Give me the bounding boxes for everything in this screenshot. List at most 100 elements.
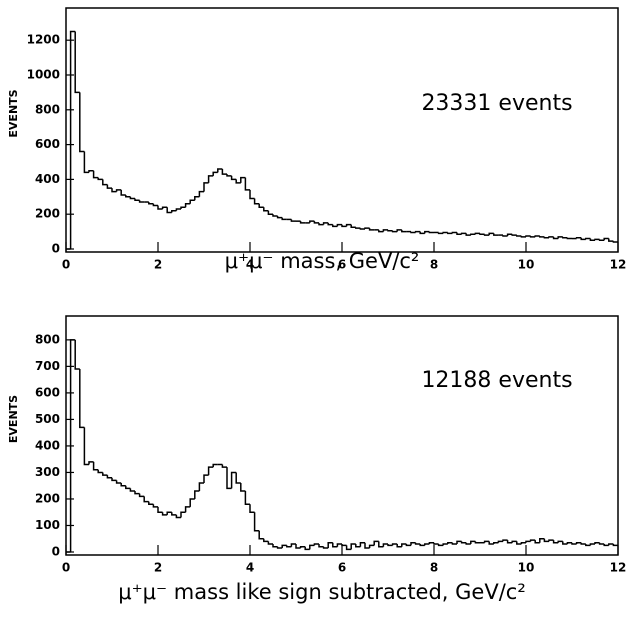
histogram-bin xyxy=(313,221,319,224)
histogram-bin xyxy=(474,232,480,235)
histogram-bin xyxy=(387,544,393,547)
histogram-bin xyxy=(226,467,232,490)
histogram-bin xyxy=(506,233,513,236)
x-tick-label: 2 xyxy=(154,258,162,272)
histogram-bin xyxy=(543,236,549,239)
histogram-bin xyxy=(299,221,306,224)
histogram-bin xyxy=(244,177,250,191)
histogram-bin xyxy=(290,219,296,222)
histogram-bin xyxy=(74,31,80,94)
x-tick-label: 8 xyxy=(430,258,438,272)
y-tick-label: 0 xyxy=(52,242,60,256)
y-tick-label: 100 xyxy=(35,518,60,532)
histogram-bin xyxy=(171,209,177,213)
histogram-bin xyxy=(267,210,273,215)
histogram-bin xyxy=(424,543,430,546)
histogram-bin xyxy=(603,237,609,241)
histogram-bin xyxy=(79,369,85,429)
histogram-bin xyxy=(594,541,600,545)
histogram-bin xyxy=(350,543,356,550)
histogram-bin xyxy=(102,179,108,186)
histogram-bin xyxy=(276,215,283,219)
histogram-bin xyxy=(180,206,186,209)
histogram-bin xyxy=(88,169,94,173)
histogram-bin xyxy=(226,174,232,177)
histogram-bin xyxy=(345,545,352,551)
histogram-bin xyxy=(396,229,402,232)
histogram-bin xyxy=(428,541,434,545)
histogram-bin xyxy=(562,236,568,239)
histogram-bin xyxy=(419,231,425,235)
histogram-bin xyxy=(148,501,154,506)
histogram-bin xyxy=(111,188,117,193)
histogram-bin xyxy=(575,236,582,239)
x-tick-label: 0 xyxy=(62,561,70,575)
histogram-bin xyxy=(318,222,324,226)
histogram-bin xyxy=(552,540,559,544)
histogram-bin xyxy=(566,541,572,545)
histogram-bin xyxy=(189,498,195,507)
histogram-bin xyxy=(396,544,402,548)
histogram-bin xyxy=(332,224,338,228)
histogram-bin xyxy=(166,207,172,214)
histogram-bin xyxy=(428,231,434,234)
histogram-bin xyxy=(456,232,462,235)
histogram-bin xyxy=(161,512,168,516)
annotation: 23331 events xyxy=(421,91,572,116)
histogram-bin xyxy=(253,198,260,205)
histogram-bin xyxy=(488,232,494,236)
histogram-bin xyxy=(502,235,508,237)
histogram-bin xyxy=(594,238,600,241)
histogram-bin xyxy=(318,544,324,548)
histogram-bin xyxy=(465,233,471,236)
histogram-bin xyxy=(263,207,269,212)
histogram-bin xyxy=(180,511,186,518)
histogram-bin xyxy=(447,232,453,235)
histogram-bin xyxy=(585,544,591,547)
histogram-bin xyxy=(281,544,287,549)
histogram-bin xyxy=(350,224,356,228)
histogram-bin xyxy=(120,189,126,196)
histogram-bin xyxy=(405,544,411,547)
histogram-bin xyxy=(290,543,296,547)
histogram-bin xyxy=(184,506,191,513)
histogram-bin xyxy=(253,512,260,532)
histogram-bin xyxy=(488,541,494,545)
histogram-bin xyxy=(272,214,278,217)
histogram-bin xyxy=(355,544,361,548)
histogram-bin xyxy=(286,545,292,548)
y-tick-label: 200 xyxy=(35,491,60,505)
histogram-bin xyxy=(175,208,181,211)
histogram-bin xyxy=(391,230,398,233)
histogram-bin xyxy=(258,203,264,208)
histogram-bin xyxy=(364,227,370,229)
histogram-bin xyxy=(83,151,89,174)
y-tick-label: 0 xyxy=(52,545,60,559)
histogram-bin xyxy=(92,170,99,179)
histogram-bin xyxy=(359,541,365,547)
histogram-bin xyxy=(184,203,191,208)
histogram-bin xyxy=(74,339,80,370)
x-tick-label: 8 xyxy=(430,561,438,575)
histogram-bin xyxy=(152,504,158,508)
histogram-bin xyxy=(230,175,237,181)
histogram-bin xyxy=(106,184,112,189)
histogram-bin xyxy=(322,222,329,225)
histogram-bin xyxy=(414,230,421,233)
histogram-bin xyxy=(534,235,540,237)
histogram-bin xyxy=(511,234,517,236)
y-tick-label: 400 xyxy=(35,172,60,186)
histogram-bin xyxy=(207,175,214,183)
histogram-bin xyxy=(368,228,375,231)
x-tick-label: 0 xyxy=(62,258,70,272)
y-tick-label: 800 xyxy=(35,102,60,116)
y-tick-label: 500 xyxy=(35,412,60,426)
histogram-bin xyxy=(115,480,122,484)
histogram-bin xyxy=(115,189,122,192)
histogram-bin xyxy=(571,542,577,545)
histogram-bin xyxy=(562,541,568,545)
histogram-bin xyxy=(198,190,204,197)
x-axis-label: μ⁺μ⁻ mass like sign subtracted, GeV/c² xyxy=(118,580,526,604)
histogram-bin xyxy=(336,223,342,227)
histogram-bin xyxy=(460,232,467,235)
